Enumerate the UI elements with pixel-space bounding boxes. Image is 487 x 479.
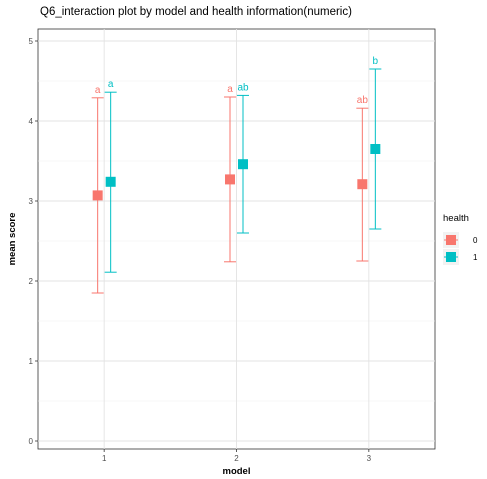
y-tick-label: 1 [29, 357, 34, 366]
y-tick-label: 4 [29, 117, 34, 126]
legend-items: 01 [443, 232, 478, 265]
legend-title: health [443, 213, 469, 224]
mean-point [225, 174, 235, 185]
significance-letter: b [373, 56, 379, 67]
legend: health 01 [443, 213, 478, 265]
mean-point [370, 144, 381, 154]
legend-key-swatch [446, 252, 456, 262]
legend-label: 0 [473, 236, 478, 245]
y-tick-label: 2 [29, 277, 34, 286]
x-axis-ticks: 1 2 3 [102, 449, 372, 463]
chart-title: Q6_interaction plot by model and health … [40, 6, 352, 18]
mean-point [238, 159, 248, 170]
x-axis-label: model [223, 466, 251, 477]
mean-point [92, 190, 103, 201]
legend-key-swatch [446, 235, 456, 245]
mean-point [105, 176, 116, 187]
y-axis-label: mean score [7, 213, 18, 266]
significance-letter: a [108, 79, 114, 90]
grid-lines [38, 29, 435, 449]
significance-letter: ab [357, 95, 369, 106]
series-health-1: a abb [104, 56, 382, 273]
significance-letter: a [227, 84, 233, 95]
series-health-0: a aab [91, 84, 369, 294]
y-tick-label: 3 [29, 197, 34, 206]
x-tick-label: 2 [234, 454, 239, 463]
significance-letter: ab [237, 82, 249, 93]
mean-point [357, 179, 368, 190]
y-tick-label: 0 [29, 437, 34, 446]
y-tick-label: 5 [29, 37, 34, 46]
y-axis-ticks: 0 1 2 3 4 5 [29, 37, 38, 446]
x-tick-label: 3 [367, 454, 372, 463]
legend-label: 1 [473, 253, 478, 262]
significance-letter: a [95, 85, 101, 96]
x-tick-label: 1 [102, 454, 107, 463]
